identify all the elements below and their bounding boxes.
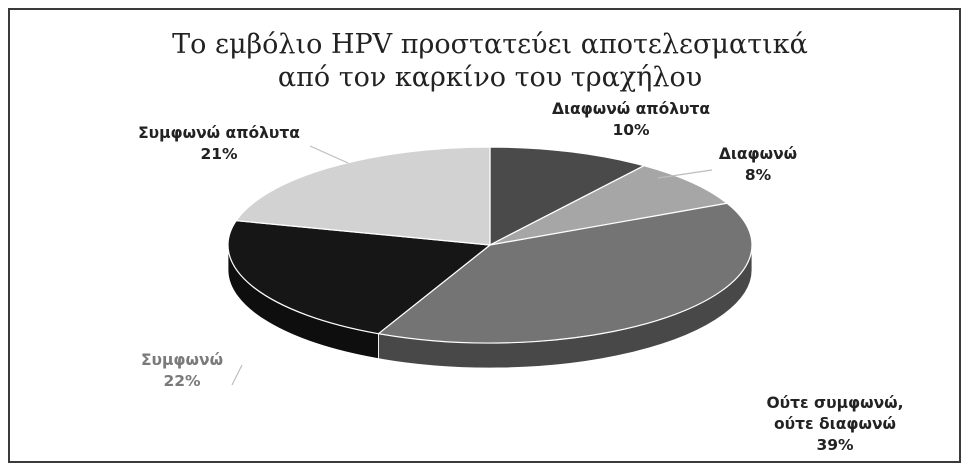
pie-slice-2 xyxy=(377,202,753,344)
slice-name-label-2: Ούτε συμφωνώ, xyxy=(766,394,903,412)
chart-title-line-1: Το εμβόλιο HPV προστατεύει αποτελεσματικ… xyxy=(172,29,808,60)
slice-name-label-2: ούτε διαφωνώ xyxy=(774,415,896,433)
slice-value-label-0: 10% xyxy=(612,121,650,139)
slice-name-label-1: Διαφωνώ xyxy=(719,145,797,163)
slice-value-label-3: 22% xyxy=(163,372,201,390)
leader-line-1 xyxy=(657,169,713,179)
slice-labels: Διαφωνώ απόλυτα 10% Διαφωνώ 8% Ούτε συμφωνώ,… xyxy=(138,100,903,454)
slice-value-label-4: 21% xyxy=(200,145,238,163)
slice-name-label-0: Διαφωνώ απόλυτα xyxy=(552,100,710,118)
slice-name-label-3: Συμφωνώ xyxy=(141,351,223,369)
slice-value-label-2: 39% xyxy=(816,436,854,454)
pie-slice-4 xyxy=(235,146,491,246)
slice-value-label-1: 8% xyxy=(745,166,772,184)
pie-tops xyxy=(227,146,753,344)
pie-slice-0 xyxy=(489,146,646,246)
pie-slice-1 xyxy=(489,165,729,246)
pie-slice-3 xyxy=(227,219,492,335)
slice-name-label-4: Συμφωνώ απόλυτα xyxy=(138,124,300,142)
leader-line-4 xyxy=(309,145,349,164)
chart-title-line-2: από τον καρκίνο του τραχήλου xyxy=(278,62,702,93)
leader-line-3 xyxy=(231,364,243,386)
leader-lines xyxy=(231,145,713,386)
